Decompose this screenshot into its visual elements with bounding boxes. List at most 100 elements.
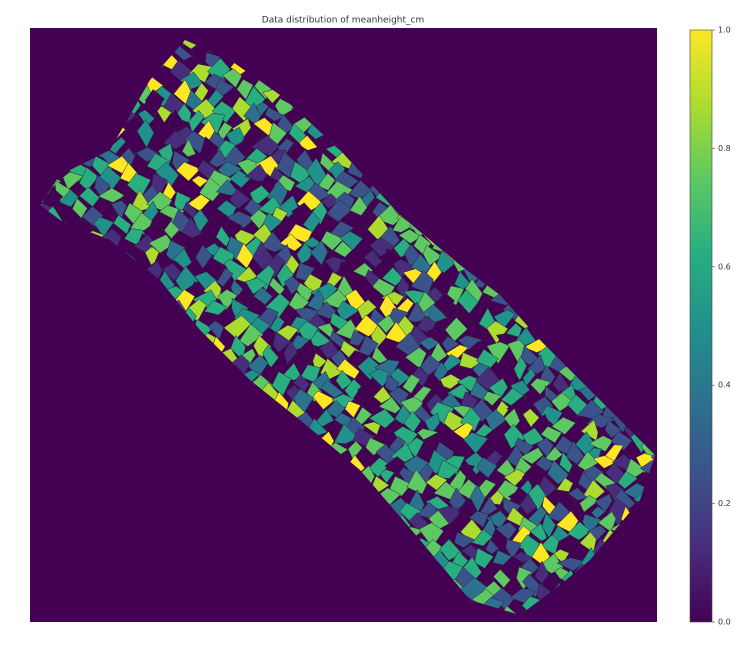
- map-polygon: [746, 531, 750, 552]
- map-polygon: [712, 460, 735, 486]
- map-polygon: [655, 595, 674, 614]
- map-polygon: [12, 221, 34, 238]
- map-title: Data distribution of meanheight_cm: [262, 16, 424, 26]
- map-polygon: [531, 635, 551, 652]
- map-polygon: [734, 464, 750, 484]
- colorbar: [690, 30, 712, 622]
- map-polygon: [474, 630, 495, 651]
- map-polygon: [0, 220, 13, 242]
- map-polygon: [700, 632, 716, 652]
- map-polygon: [12, 161, 30, 186]
- map-polygon: [743, 603, 750, 620]
- map-polygon: [674, 614, 692, 637]
- map-polygon: [678, 633, 693, 652]
- map-polygon: [739, 584, 750, 597]
- map-polygon: [736, 499, 750, 517]
- map-polygon: [664, 481, 689, 500]
- map-polygon: [556, 622, 576, 640]
- map-polygon: [727, 511, 742, 533]
- map-polygon: [187, 0, 210, 5]
- colorbar-tick-label: 0.6: [718, 262, 731, 271]
- map-polygon: [684, 645, 708, 652]
- map-polygon: [607, 628, 629, 651]
- map-polygon: [669, 576, 691, 595]
- map-polygon: [475, 644, 504, 652]
- map-polygon: [720, 565, 735, 580]
- map-polygon: [669, 559, 694, 577]
- map-polygon: [506, 639, 524, 652]
- map-polygon: [502, 644, 518, 652]
- map-polygon: [458, 628, 477, 648]
- map-polygon: [514, 626, 536, 646]
- map-polygon: [746, 640, 750, 652]
- map-polygon: [743, 624, 750, 639]
- map-polygon: [727, 532, 748, 548]
- map-polygon: [664, 610, 680, 629]
- map-polygon: [672, 445, 688, 465]
- map-polygon: [668, 648, 686, 652]
- map-polygon: [628, 627, 645, 651]
- map-polygon: [159, 0, 176, 13]
- colorbar-tick-label: 0.0: [718, 618, 731, 627]
- map-polygon: [223, 6, 238, 32]
- map-polygon: [661, 398, 684, 415]
- map-polygon: [499, 624, 519, 648]
- map-polygon: [168, 0, 188, 4]
- map-polygon: [615, 635, 636, 652]
- map-polygon: [656, 490, 672, 508]
- map-polygon: [743, 508, 750, 531]
- map-polygon: [5, 174, 21, 193]
- map-polygon: [660, 418, 680, 439]
- map-polygon: [739, 484, 750, 502]
- colorbar-axis: 0.00.20.40.60.81.0: [712, 26, 731, 627]
- map-polygon: [737, 543, 750, 560]
- map-polygon: [652, 640, 677, 652]
- map-polygon: [469, 640, 485, 652]
- map-polygon: [208, 0, 227, 22]
- map-polygon: [564, 629, 585, 652]
- map-polygon: [661, 549, 682, 564]
- map-polygon: [554, 644, 576, 652]
- map-polygon: [586, 633, 606, 650]
- map-polygon: [0, 198, 7, 216]
- map-polygon: [663, 582, 680, 608]
- map-polygon: [710, 442, 735, 463]
- map-polygon: [670, 540, 691, 557]
- map-polygon: [655, 502, 677, 526]
- map-polygon: [732, 552, 750, 574]
- map-polygon: [721, 545, 740, 568]
- map-polygon: [744, 489, 750, 512]
- map-polygon: [735, 522, 750, 545]
- colorbar-tick-label: 0.8: [718, 144, 731, 153]
- map-polygon: [643, 629, 667, 650]
- map-polygon: [195, 0, 217, 10]
- map-polygon: [633, 638, 655, 652]
- map-polygon: [175, 0, 193, 11]
- map-polygon: [645, 648, 664, 652]
- map-polygon: [735, 592, 750, 606]
- map-polygon: [675, 596, 690, 612]
- map-polygon: [0, 216, 7, 233]
- map-polygon: [0, 184, 11, 204]
- map-polygon: [663, 456, 685, 473]
- map-polygon: [485, 638, 507, 652]
- map-polygon: [690, 621, 706, 645]
- map-polygon: [535, 626, 555, 643]
- map-polygon: [732, 611, 749, 628]
- map-polygon: [713, 592, 732, 614]
- map-polygon: [721, 470, 750, 493]
- map-polygon: [6, 217, 21, 236]
- map-polygon: [711, 575, 728, 596]
- map-polygon: [670, 496, 688, 518]
- colorbar-tick-label: 0.4: [718, 381, 731, 390]
- map-polygon: [729, 573, 750, 592]
- map-polygon: [149, 3, 170, 26]
- colorbar-tick-label: 1.0: [718, 26, 731, 35]
- map-polygon: [663, 437, 681, 456]
- map-polygon: [713, 522, 733, 543]
- map-polygon: [482, 619, 507, 637]
- map-polygon: [596, 642, 621, 652]
- map-polygon: [736, 629, 750, 649]
- map-polygon: [723, 643, 746, 652]
